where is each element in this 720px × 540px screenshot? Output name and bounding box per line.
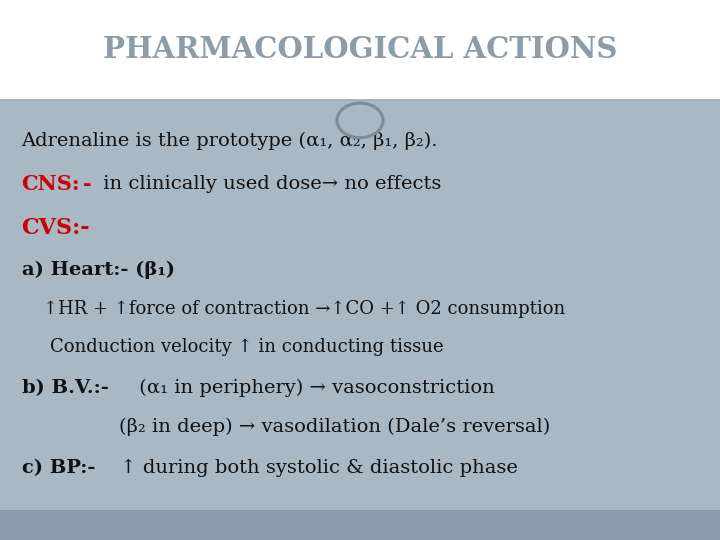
- FancyBboxPatch shape: [0, 0, 720, 100]
- Text: CNS:: CNS:: [22, 173, 80, 194]
- Text: Conduction velocity ↑ in conducting tissue: Conduction velocity ↑ in conducting tiss…: [50, 338, 444, 356]
- Text: a) Heart:- (β₁): a) Heart:- (β₁): [22, 261, 174, 279]
- Text: ↑ during both systolic & diastolic phase: ↑ during both systolic & diastolic phase: [114, 459, 518, 477]
- Text: in clinically used dose→ no effects: in clinically used dose→ no effects: [97, 174, 441, 193]
- Text: c) BP:-: c) BP:-: [22, 459, 95, 477]
- Text: PHARMACOLOGICAL ACTIONS: PHARMACOLOGICAL ACTIONS: [103, 36, 617, 64]
- Circle shape: [337, 103, 383, 138]
- Text: CVS:-: CVS:-: [22, 217, 90, 239]
- Text: (β₂ in deep) → vasodilation (Dale’s reversal): (β₂ in deep) → vasodilation (Dale’s reve…: [119, 417, 550, 436]
- Text: (α₁ in periphery) → vasoconstriction: (α₁ in periphery) → vasoconstriction: [133, 379, 495, 397]
- FancyBboxPatch shape: [0, 510, 720, 540]
- Text: -: -: [83, 173, 91, 194]
- Text: ↑HR + ↑force of contraction →↑CO +↑ O2 consumption: ↑HR + ↑force of contraction →↑CO +↑ O2 c…: [43, 300, 565, 319]
- Text: b) B.V.:-: b) B.V.:-: [22, 379, 108, 397]
- Text: Adrenaline is the prototype (α₁, α₂, β₁, β₂).: Adrenaline is the prototype (α₁, α₂, β₁,…: [22, 131, 438, 150]
